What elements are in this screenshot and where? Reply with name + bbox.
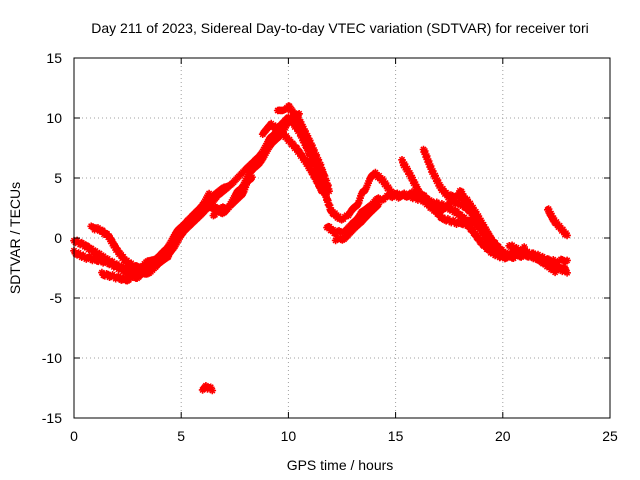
data-track <box>209 110 303 220</box>
y-tick-label: -15 <box>42 410 62 426</box>
y-tick-label: 15 <box>46 50 62 66</box>
x-tick-label: 25 <box>602 428 618 444</box>
x-tick-label: 0 <box>70 428 78 444</box>
series-track-8 <box>258 119 327 196</box>
data-track <box>331 200 383 245</box>
x-tick-label: 5 <box>177 428 185 444</box>
series-track-17 <box>505 241 571 277</box>
data-track <box>273 102 333 195</box>
y-tick-label: 0 <box>54 230 62 246</box>
axis-ticks: 0 5 10 15 20 25 -15 -10 -5 0 5 10 15 <box>42 50 618 444</box>
x-tick-label: 20 <box>495 428 511 444</box>
series-track-1 <box>70 113 336 278</box>
y-tick-label: -5 <box>50 290 63 306</box>
series-track-12 <box>331 200 383 245</box>
y-tick-label: 10 <box>46 110 62 126</box>
x-axis-label: GPS time / hours <box>287 457 394 473</box>
series-track-7 <box>209 110 303 220</box>
data-track <box>198 382 217 395</box>
data-track <box>505 241 571 277</box>
x-tick-label: 15 <box>388 428 404 444</box>
series-outlier-cluster <box>198 382 217 395</box>
data-points <box>70 102 571 395</box>
data-track <box>258 119 327 196</box>
data-track <box>70 113 336 278</box>
chart-title: Day 211 of 2023, Sidereal Day-to-day VTE… <box>91 20 588 36</box>
series-track-18 <box>544 205 571 240</box>
y-axis-label: SDTVAR / TECUs <box>7 182 23 294</box>
data-track <box>544 205 571 240</box>
x-tick-label: 10 <box>281 428 297 444</box>
y-tick-label: -10 <box>42 350 62 366</box>
series-track-9 <box>273 102 333 195</box>
y-tick-label: 5 <box>54 170 62 186</box>
